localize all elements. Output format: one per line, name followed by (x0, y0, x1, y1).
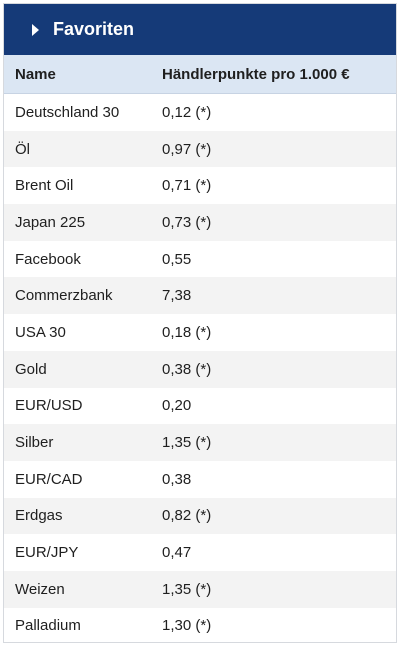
row-name: Palladium (15, 617, 81, 635)
table-row[interactable]: Silber 1,35 (*) (4, 424, 396, 461)
table-row[interactable]: Deutschland 30 0,12 (*) (4, 94, 396, 131)
row-name: Japan 225 (15, 213, 86, 231)
row-value: 0,73 (*) (162, 213, 212, 231)
row-value: 0,18 (*) (162, 323, 212, 341)
table-row[interactable]: Commerzbank 7,38 (4, 277, 396, 315)
row-value: 1,30 (*) (162, 617, 212, 635)
row-name: USA 30 (15, 323, 66, 341)
table-row[interactable]: Öl 0,97 (*) (4, 130, 396, 168)
row-name: Gold (15, 360, 47, 378)
row-name: Weizen (15, 580, 65, 598)
favorites-title: Favoriten (53, 19, 135, 39)
row-value: 0,55 (162, 250, 192, 268)
table-row[interactable]: EUR/JPY 0,47 (4, 534, 396, 571)
row-name: EUR/USD (15, 397, 83, 415)
favorites-panel: Favoriten Name Händlerpunkte pro 1.000 €… (3, 3, 397, 643)
row-name: EUR/JPY (15, 544, 79, 562)
row-name: Facebook (15, 250, 81, 268)
row-value: 0,71 (*) (162, 177, 212, 195)
table-row[interactable]: USA 30 0,18 (*) (4, 314, 396, 351)
row-value: 0,20 (162, 397, 192, 415)
table-row[interactable]: Japan 225 0,73 (*) (4, 204, 396, 241)
row-value: 0,38 (162, 470, 192, 488)
column-header-dealer-points[interactable]: Händlerpunkte pro 1.000 € (162, 65, 350, 83)
row-name: Erdgas (15, 507, 63, 525)
row-value: 7,38 (162, 287, 192, 305)
table-body: Deutschland 30 0,12 (*) Öl 0,97 (*) Brent Oi… (4, 94, 396, 642)
row-value: 1,35 (*) (162, 580, 212, 598)
row-value: 0,47 (162, 544, 192, 562)
table-row[interactable]: EUR/USD 0,20 (4, 387, 396, 425)
row-name: Brent Oil (15, 177, 74, 195)
row-name: Silber (15, 434, 54, 452)
table-row[interactable]: Weizen 1,35 (*) (4, 570, 396, 608)
row-name: EUR/CAD (15, 470, 83, 488)
caret-right-icon[interactable] (32, 23, 39, 36)
row-value: 0,38 (*) (162, 360, 212, 378)
table-header: Name Händlerpunkte pro 1.000 € (4, 55, 396, 94)
table-row[interactable]: Brent Oil 0,71 (*) (4, 167, 396, 205)
row-value: 1,35 (*) (162, 434, 212, 452)
table-row[interactable]: Erdgas 0,82 (*) (4, 497, 396, 535)
table-row[interactable]: Gold 0,38 (*) (4, 350, 396, 388)
column-header-name[interactable]: Name (15, 65, 56, 83)
row-name: Deutschland 30 (15, 103, 120, 121)
row-value: 0,82 (*) (162, 507, 212, 525)
table-row[interactable]: Facebook 0,55 (4, 240, 396, 278)
table-row[interactable]: EUR/CAD 0,38 (4, 460, 396, 498)
row-name: Commerzbank (15, 287, 113, 305)
row-name: Öl (15, 140, 30, 158)
row-value: 0,12 (*) (162, 103, 212, 121)
favorites-header[interactable]: Favoriten (4, 4, 396, 55)
table-row[interactable]: Palladium 1,30 (*) (4, 607, 396, 642)
row-value: 0,97 (*) (162, 140, 212, 158)
